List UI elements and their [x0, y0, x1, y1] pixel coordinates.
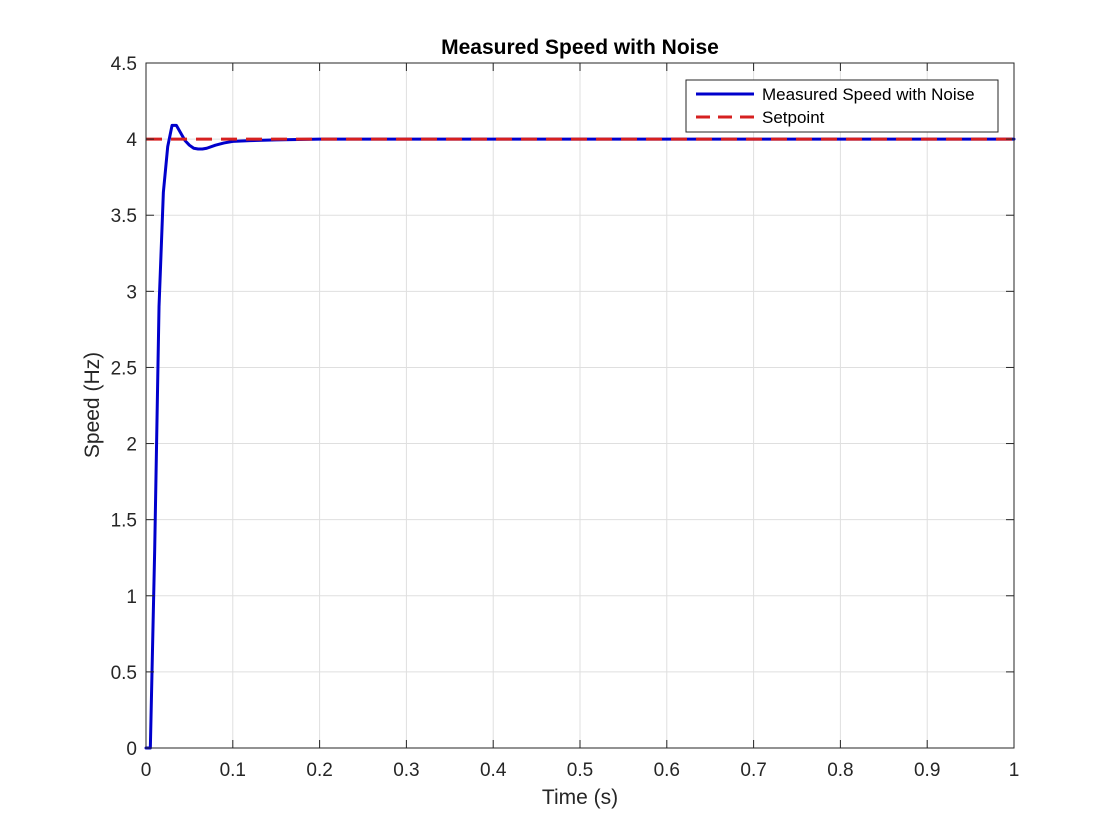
y-tick-label: 2.5	[111, 358, 137, 379]
y-axis-label: Speed (Hz)	[81, 352, 104, 458]
x-tick-label: 0.6	[654, 760, 680, 781]
plot-area	[144, 62, 1016, 750]
y-tick-label: 0.5	[111, 663, 137, 684]
x-tick-labels: 0 0.1 0.2 0.3 0.4 0.5 0.6 0.7 0.8 0.9 1	[141, 760, 1020, 781]
x-tick-label: 0.8	[827, 760, 853, 781]
tick-marks	[145, 62, 1015, 749]
x-tick-label: 0.4	[480, 760, 507, 781]
legend-label-setpoint: Setpoint	[762, 108, 825, 127]
legend: Measured Speed with Noise Setpoint	[685, 79, 999, 133]
x-axis-label: Time (s)	[542, 786, 618, 809]
y-tick-label: 3	[126, 282, 137, 303]
x-tick-label: 0.3	[393, 760, 419, 781]
chart-title: Measured Speed with Noise	[441, 36, 719, 59]
x-tick-label: 1	[1009, 760, 1020, 781]
x-tick-label: 0.7	[740, 760, 766, 781]
y-tick-label: 1.5	[111, 511, 137, 532]
x-tick-label: 0.5	[567, 760, 593, 781]
y-tick-label: 0	[126, 739, 137, 760]
y-tick-labels: 0 0.5 1 1.5 2 2.5 3 3.5 4 4.5	[111, 54, 138, 760]
y-tick-label: 2	[126, 435, 137, 456]
x-tick-label: 0	[141, 760, 152, 781]
y-tick-label: 1	[126, 587, 137, 608]
x-tick-label: 0.9	[914, 760, 940, 781]
y-tick-label: 4	[126, 130, 137, 151]
y-tick-label: 4.5	[111, 54, 137, 75]
legend-box	[685, 79, 999, 133]
y-tick-label: 3.5	[111, 206, 137, 227]
series-layer	[144, 123, 1016, 750]
x-tick-label: 0.1	[220, 760, 246, 781]
x-tick-label: 0.2	[306, 760, 332, 781]
legend-label-measured: Measured Speed with Noise	[762, 85, 975, 104]
